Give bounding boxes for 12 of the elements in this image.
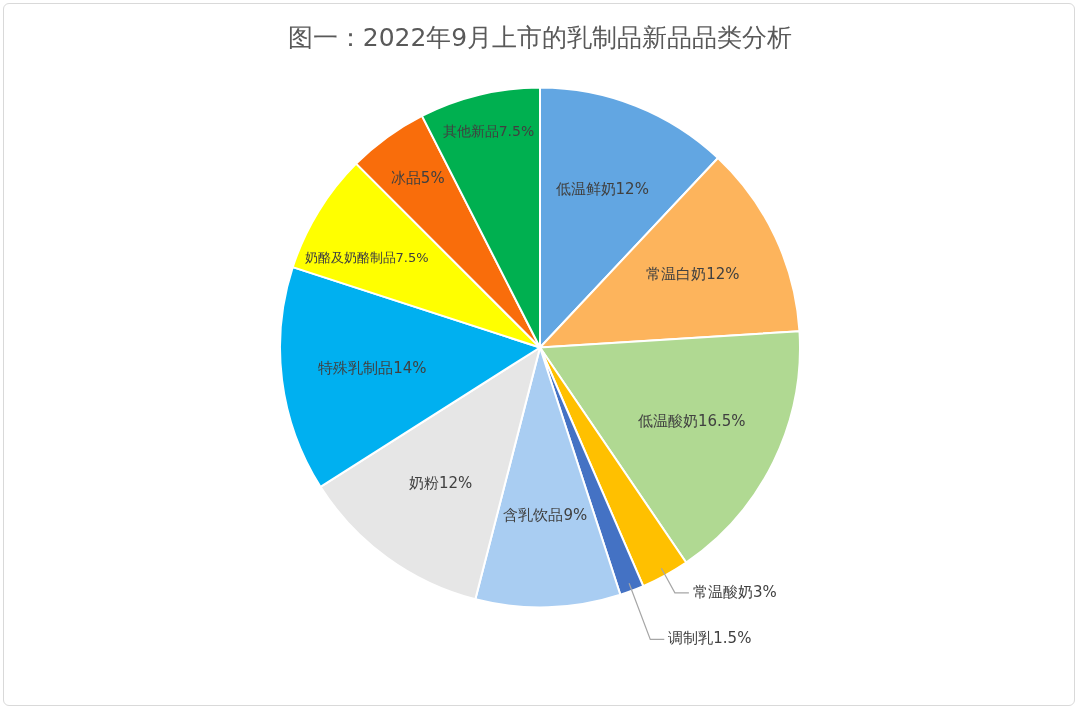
chart-title: 图一：2022年9月上市的乳制品新品品类分析 — [287, 22, 793, 52]
slice-label: 低温酸奶16.5% — [637, 411, 746, 430]
slice-label: 奶粉12% — [408, 474, 473, 493]
slice-label: 冰品5% — [390, 169, 445, 188]
slice-label: 调制乳1.5% — [668, 629, 752, 648]
slice-label: 其他新品7.5% — [442, 123, 535, 140]
slice-label: 常温酸奶3% — [692, 582, 777, 601]
slice-label: 奶酪及奶酪制品7.5% — [304, 249, 429, 265]
slice-label: 常温白奶12% — [646, 265, 740, 284]
slice-label: 特殊乳制品14% — [318, 358, 427, 377]
slice-label: 低温鲜奶12% — [555, 180, 649, 199]
slice-label: 含乳饮品9% — [503, 506, 588, 525]
